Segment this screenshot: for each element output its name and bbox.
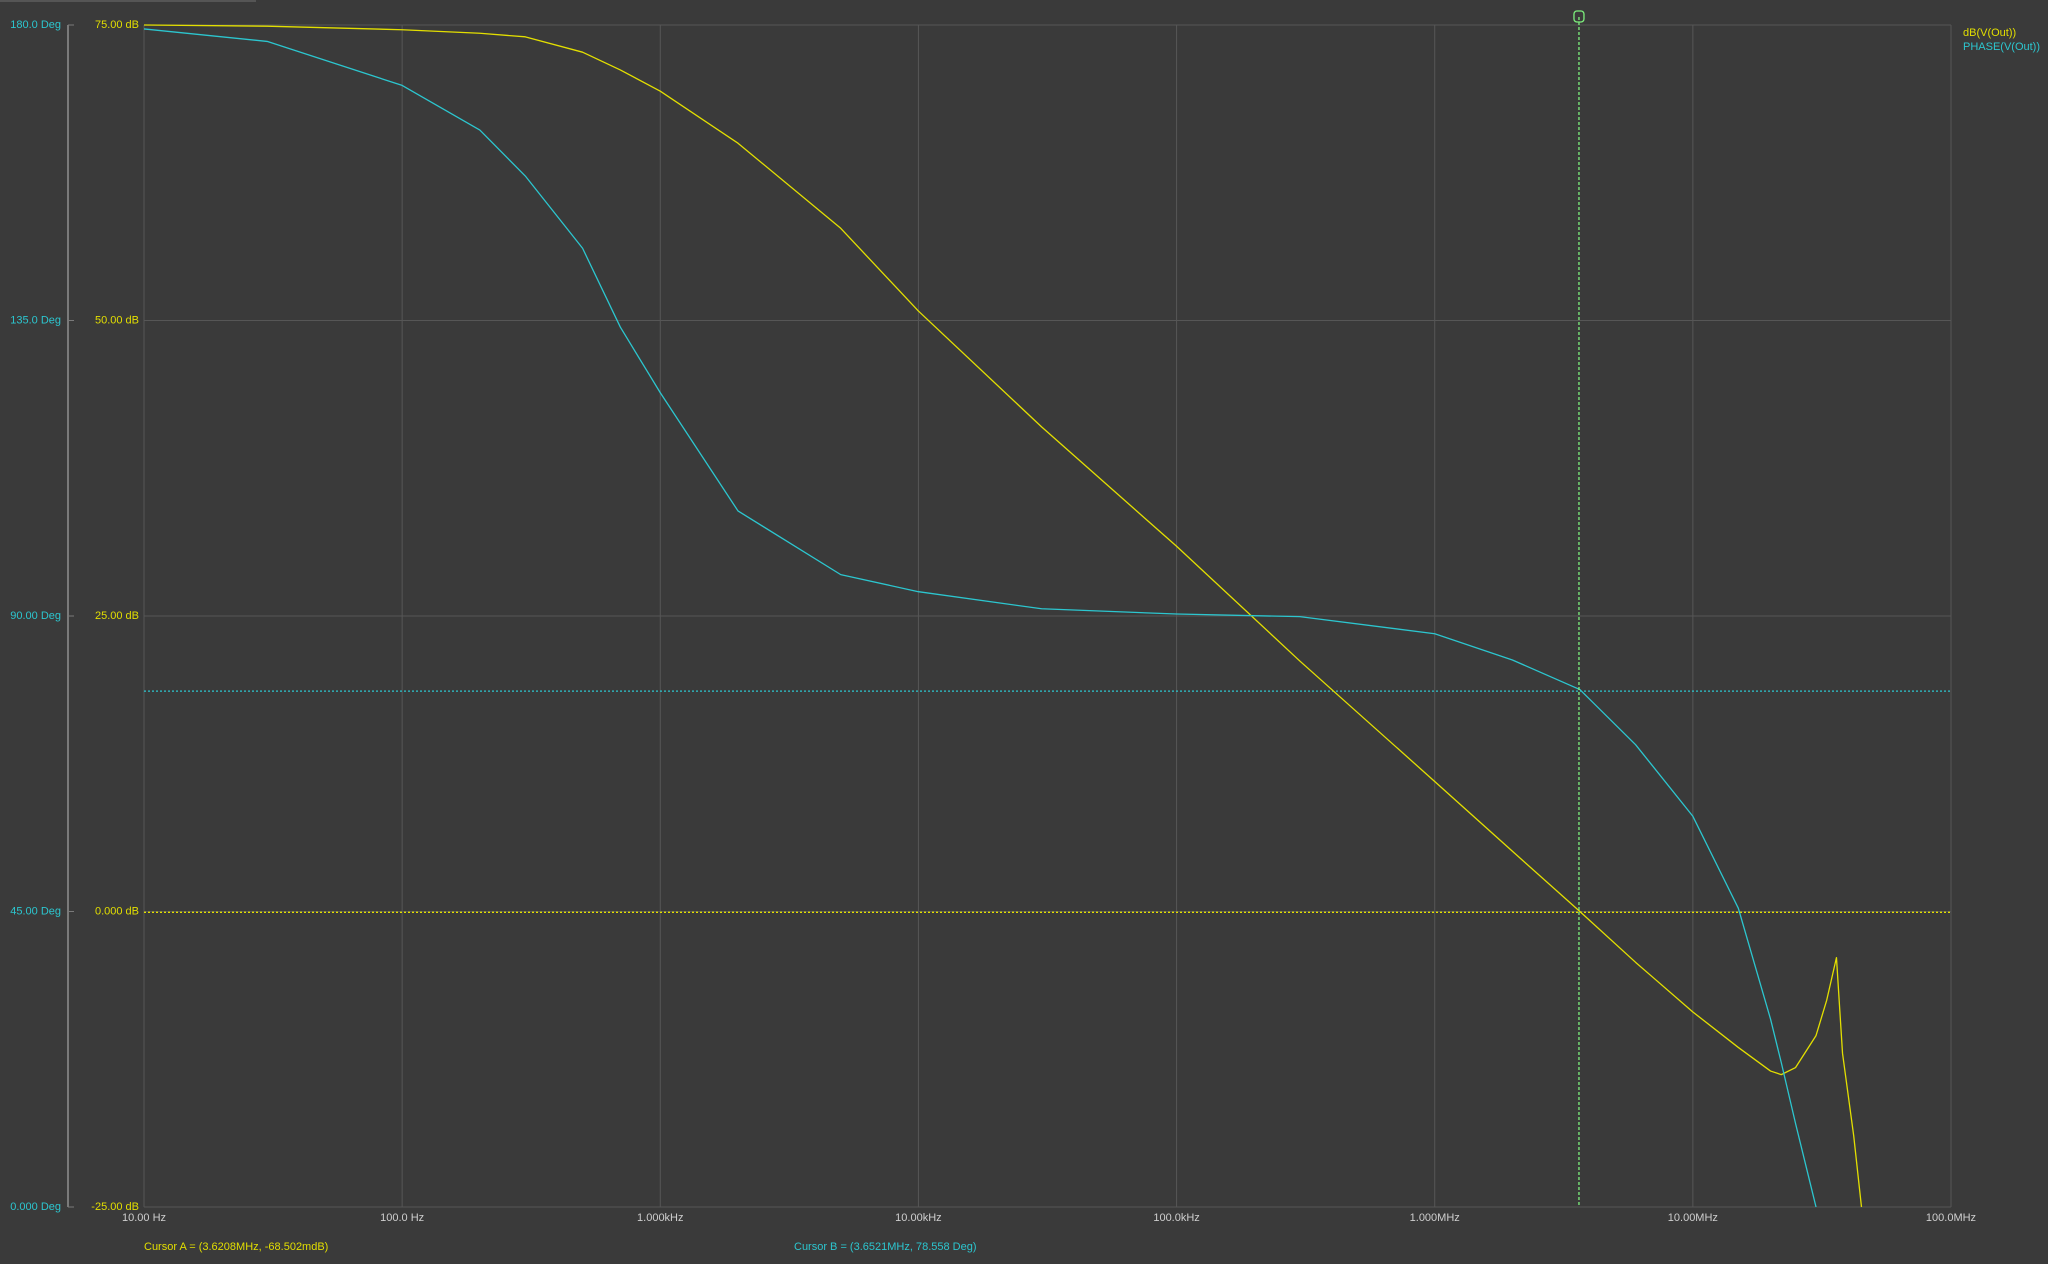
x-tick-label: 10.00kHz <box>895 1212 941 1224</box>
y-tick-label: 50.00 dB <box>95 314 139 326</box>
y-tick-label: 25.00 dB <box>95 610 139 622</box>
series-line <box>144 28 1817 1207</box>
cursor-handle <box>1573 10 1585 23</box>
cursor-label: Cursor A = (3.6208MHz, -68.502mdB) <box>144 1241 328 1253</box>
x-tick-label: 100.0kHz <box>1153 1212 1199 1224</box>
plot-area <box>144 24 1951 1207</box>
y2-tick-label: 0.000 Deg <box>10 1201 61 1213</box>
x-tick-label: 100.0MHz <box>1926 1212 1976 1224</box>
y2-tick-label: 45.00 Deg <box>10 905 61 917</box>
y-tick-label: -25.00 dB <box>91 1201 139 1213</box>
x-tick-label: 1.000MHz <box>1410 1212 1460 1224</box>
series-line <box>144 24 1863 1207</box>
cursor-label: Cursor B = (3.6521MHz, 78.558 Deg) <box>794 1241 977 1253</box>
legend-entry: dB(V(Out)) <box>1963 27 2016 39</box>
top-tab <box>0 0 256 2</box>
y-tick-label: 0.000 dB <box>95 905 139 917</box>
legend-entry: PHASE(V(Out)) <box>1963 41 2040 53</box>
x-tick-label: 1.000kHz <box>637 1212 683 1224</box>
y2-tick-label: 180.0 Deg <box>10 19 61 31</box>
x-tick-label: 100.0 Hz <box>380 1212 424 1224</box>
y-tick-label: 75.00 dB <box>95 19 139 31</box>
y2-tick-label: 90.00 Deg <box>10 610 61 622</box>
y2-tick-label: 135.0 Deg <box>10 314 61 326</box>
x-tick-label: 10.00MHz <box>1668 1212 1718 1224</box>
x-tick-label: 10.00 Hz <box>122 1212 166 1224</box>
